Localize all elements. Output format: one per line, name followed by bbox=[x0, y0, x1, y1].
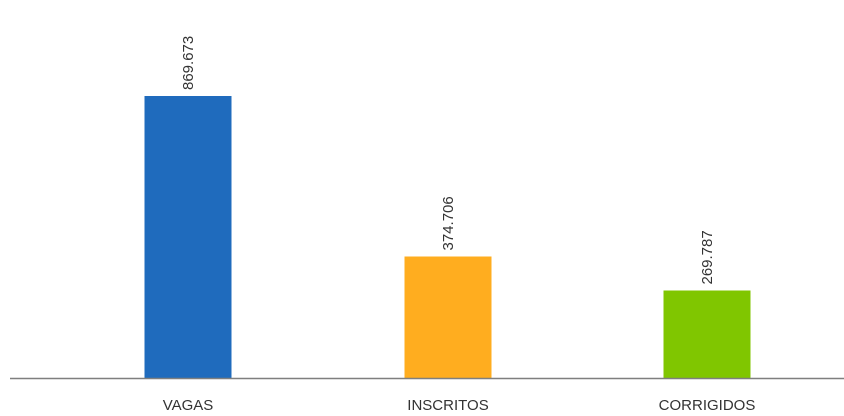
data-label-vagas: 869.673 bbox=[180, 36, 197, 90]
data-label-corrigidos: 269.787 bbox=[699, 230, 716, 284]
bar-vagas bbox=[144, 96, 232, 378]
x-tick-label-inscritos: INSCRITOS bbox=[407, 397, 488, 414]
x-tick-label-vagas: VAGAS bbox=[163, 397, 214, 414]
bar-inscritos bbox=[404, 256, 492, 378]
x-tick-labels-group: VAGAS INSCRITOS CORRIGIDOS bbox=[163, 397, 756, 414]
x-tick-label-corrigidos: CORRIGIDOS bbox=[659, 397, 756, 414]
bar-corrigidos bbox=[663, 290, 751, 378]
bars-group bbox=[144, 96, 751, 378]
data-label-inscritos: 374.706 bbox=[440, 196, 457, 250]
data-labels-group: 869.673 374.706 269.787 bbox=[180, 36, 716, 285]
